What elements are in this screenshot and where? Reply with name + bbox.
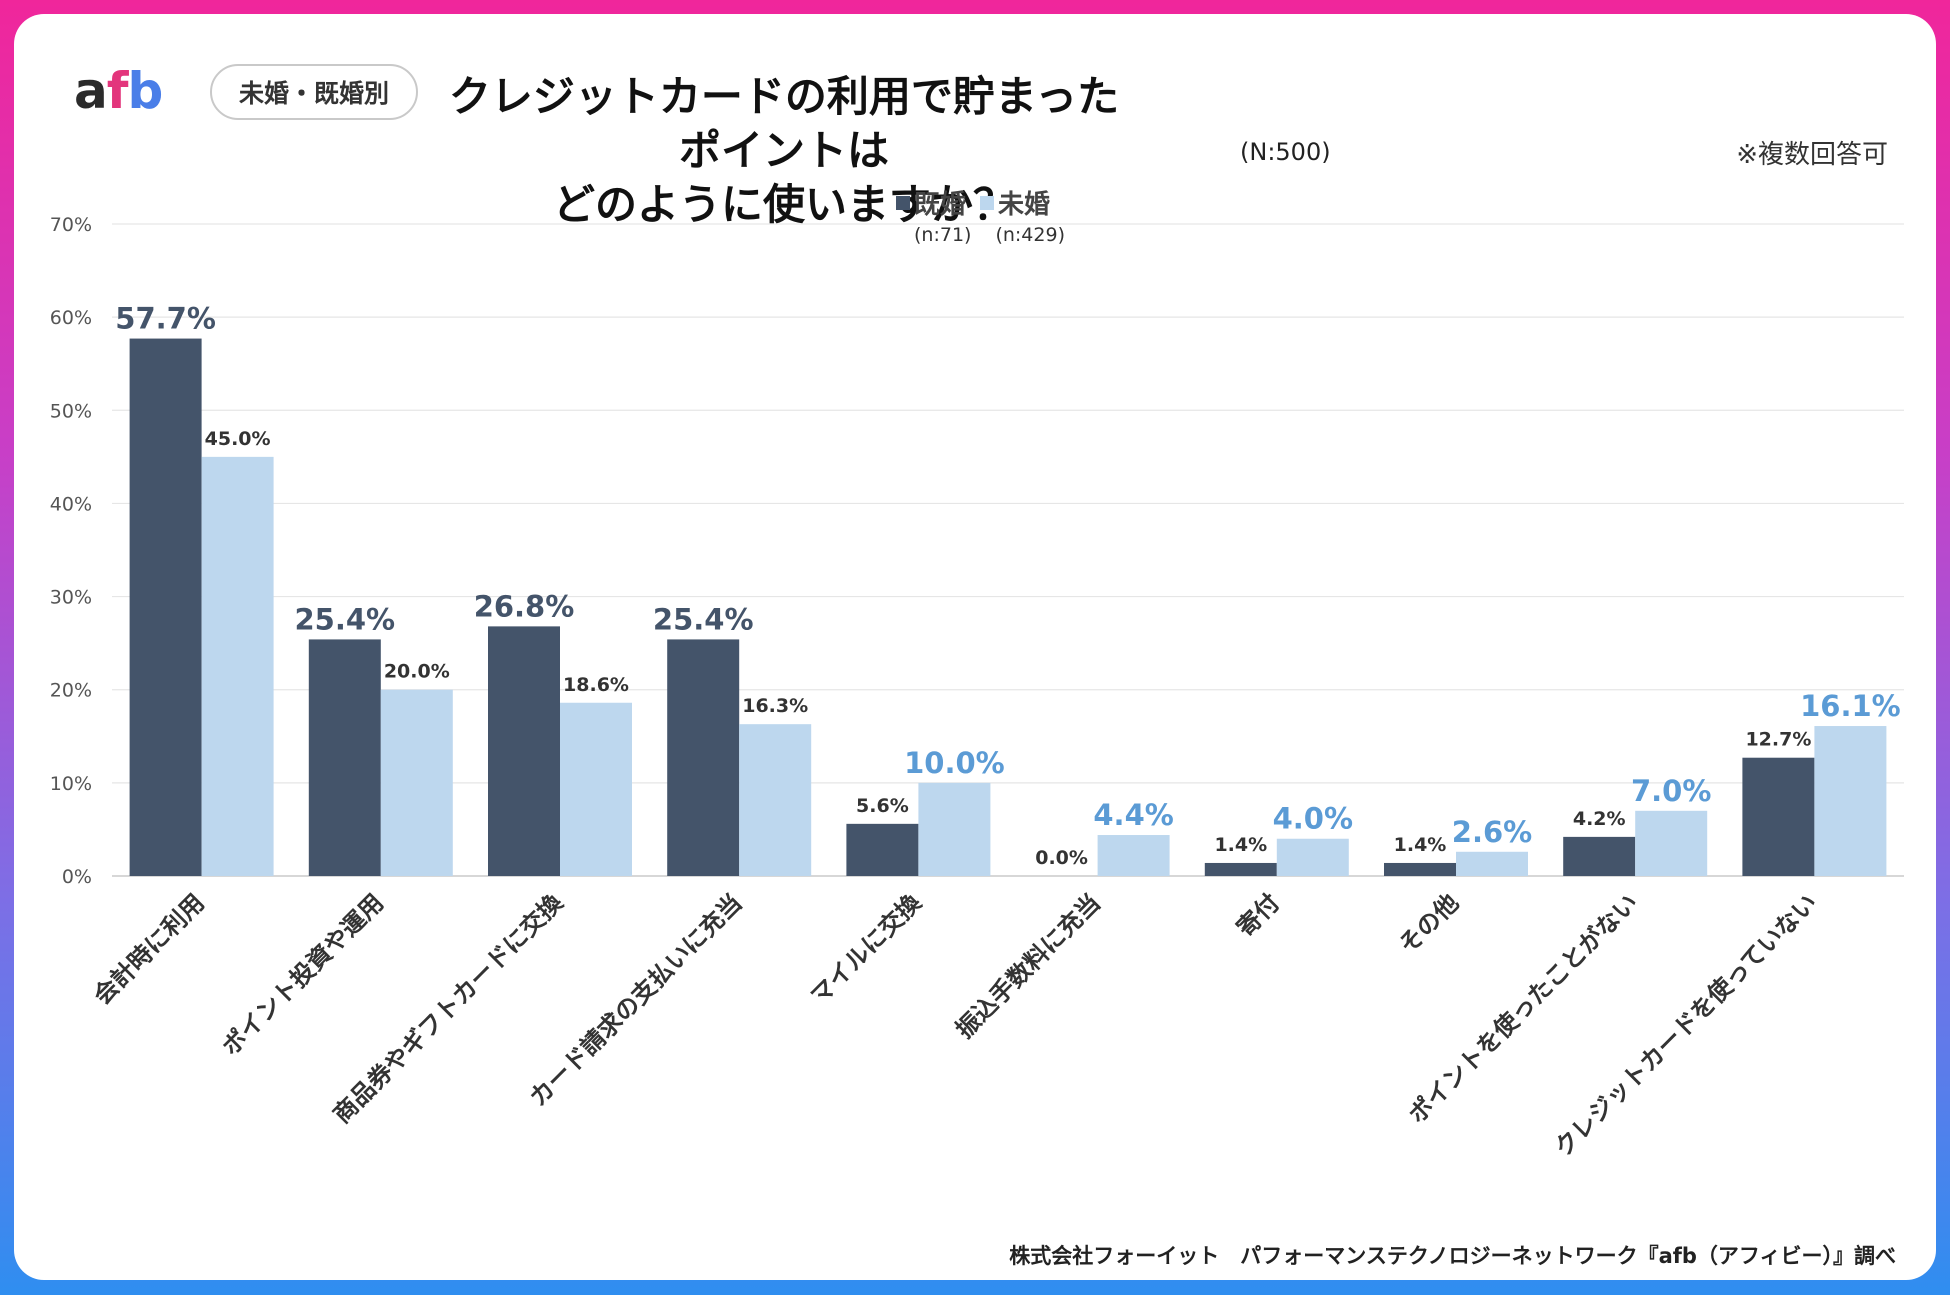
legend-swatch-married — [896, 195, 910, 210]
multiple-answer-note: ※複数回答可 — [1736, 140, 1888, 170]
data-label: 4.0% — [1273, 802, 1353, 836]
bar — [488, 626, 560, 876]
bar — [201, 456, 274, 876]
y-tick-label: 60% — [50, 307, 92, 329]
data-label: 4.2% — [1573, 808, 1626, 830]
y-tick-label: 10% — [50, 773, 92, 795]
data-label: 7.0% — [1631, 774, 1711, 808]
data-label: 0.0% — [1035, 847, 1088, 869]
bar-chart: 0% 10% 20% 30% 40% 50% 60% 70% 57.7% 45.0% 会計時に利用 2… — [50, 214, 1904, 1162]
bar — [380, 689, 453, 876]
bar — [739, 724, 812, 876]
bar — [129, 338, 202, 877]
data-label: 18.6% — [563, 674, 629, 696]
legend-counts: (n:71) (n:429) — [914, 224, 1065, 246]
afb-logo: afb — [74, 62, 163, 120]
bar — [1814, 726, 1887, 876]
category-label: マイルに交換 — [805, 888, 927, 1010]
data-label: 16.3% — [742, 695, 808, 717]
bar — [1742, 757, 1815, 876]
category-label: 振込手数料に充当 — [950, 888, 1106, 1044]
category-label: カード請求の支払いに充当 — [524, 888, 747, 1111]
data-label: 25.4% — [653, 602, 754, 636]
segment-badge: 未婚・既婚別 — [210, 64, 418, 120]
legend-item-single: 未婚 — [980, 184, 1050, 221]
category-label: 寄付 — [1231, 888, 1285, 942]
y-tick-label: 20% — [50, 680, 92, 702]
title-line-1: クレジットカードの利用で貯まったポイントは — [448, 72, 1120, 175]
bar — [1635, 810, 1708, 876]
legend-n-married: (n:71) — [914, 224, 972, 246]
data-label: 16.1% — [1800, 689, 1901, 723]
category-label: ポイント投資や運用 — [217, 888, 390, 1061]
bar — [918, 782, 991, 876]
y-tick-label: 70% — [50, 214, 92, 236]
bar — [1384, 862, 1456, 876]
chart-card: afb 未婚・既婚別 クレジットカードの利用で貯まったポイントは どのように使い… — [14, 14, 1936, 1280]
legend-item-married: 既婚 — [896, 184, 966, 221]
title-line-2: どのように使いますか？ — [552, 180, 1015, 229]
data-label: 10.0% — [904, 746, 1005, 780]
bar — [1563, 836, 1636, 876]
bar — [667, 639, 740, 876]
y-tick-label: 40% — [50, 493, 92, 515]
legend-label-married: 既婚 — [914, 190, 967, 220]
category-label: その他 — [1394, 888, 1465, 959]
data-label: 5.6% — [856, 795, 909, 817]
data-label: 4.4% — [1093, 798, 1173, 832]
data-label: 25.4% — [294, 602, 395, 636]
bar — [560, 702, 632, 876]
category-label: 会計時に利用 — [88, 888, 210, 1010]
data-label: 45.0% — [205, 428, 271, 450]
y-tick-label: 30% — [50, 587, 92, 609]
sample-size: (N:500) — [1240, 138, 1331, 166]
data-label: 57.7% — [115, 302, 216, 336]
chart-title: クレジットカードの利用で貯まったポイントは どのように使いますか？ — [434, 70, 1134, 232]
legend: 既婚 未婚 — [896, 184, 1050, 221]
bar — [1276, 838, 1349, 876]
bar — [1204, 862, 1277, 876]
legend-label-single: 未婚 — [998, 190, 1051, 220]
bar — [308, 639, 381, 876]
data-label: 1.4% — [1394, 834, 1447, 856]
data-label: 26.8% — [474, 589, 575, 623]
data-label: 2.6% — [1452, 815, 1532, 849]
bar — [846, 823, 919, 876]
data-label: 1.4% — [1214, 834, 1267, 856]
data-label: 12.7% — [1745, 729, 1811, 751]
y-tick-label: 50% — [50, 400, 92, 422]
y-tick-label: 0% — [62, 866, 92, 888]
bar — [1456, 851, 1528, 876]
bar — [1097, 835, 1170, 876]
data-label: 20.0% — [384, 661, 450, 683]
legend-n-single: (n:429) — [995, 224, 1065, 246]
legend-swatch-single — [980, 195, 995, 210]
source-credit: 株式会社フォーイット パフォーマンステクノロジーネットワーク『afb（アフィビー… — [1009, 1244, 1896, 1268]
